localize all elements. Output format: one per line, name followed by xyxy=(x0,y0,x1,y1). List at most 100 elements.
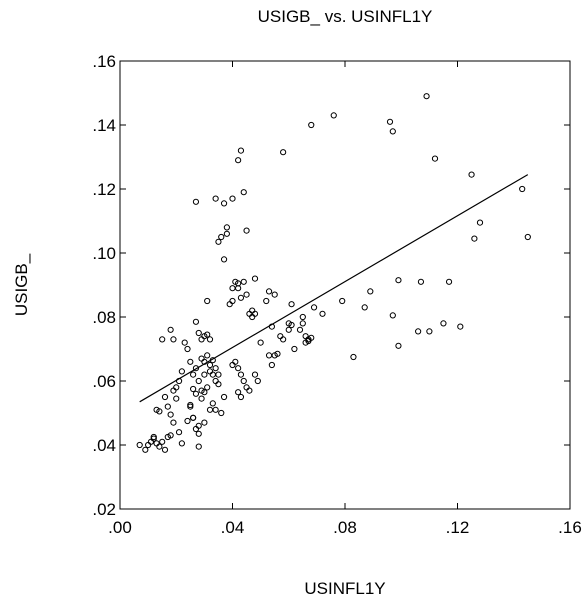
data-point xyxy=(167,326,174,333)
data-point xyxy=(173,395,180,402)
axis-ticks xyxy=(119,60,571,510)
data-point xyxy=(212,365,219,372)
data-point xyxy=(257,339,264,346)
data-point xyxy=(268,361,275,369)
y-tick-label: .04 xyxy=(92,436,116,455)
data-point xyxy=(237,147,245,154)
data-point xyxy=(243,291,250,298)
data-point xyxy=(204,384,211,391)
data-point xyxy=(296,326,304,333)
data-point xyxy=(431,155,439,162)
regression-line-layer xyxy=(139,174,529,403)
data-point xyxy=(178,440,185,447)
data-point xyxy=(192,425,200,433)
data-point xyxy=(271,291,278,298)
data-point xyxy=(232,358,239,365)
data-point xyxy=(153,440,160,447)
data-point xyxy=(291,345,298,353)
data-point xyxy=(220,256,228,263)
data-point xyxy=(240,278,247,285)
data-point xyxy=(195,377,202,385)
data-point xyxy=(229,285,236,292)
data-point xyxy=(288,301,295,308)
data-point xyxy=(350,353,357,361)
data-point xyxy=(265,288,273,295)
data-point xyxy=(192,365,200,372)
data-point xyxy=(215,371,222,378)
data-point xyxy=(417,278,425,285)
data-point xyxy=(156,408,163,415)
data-point xyxy=(159,336,166,343)
data-point xyxy=(440,320,447,327)
data-point xyxy=(192,198,200,205)
data-point xyxy=(204,297,211,305)
data-point xyxy=(195,329,202,337)
plot-frame xyxy=(119,60,571,510)
data-point xyxy=(243,384,250,391)
data-point xyxy=(190,385,197,393)
data-point xyxy=(367,288,374,295)
data-point xyxy=(229,361,236,369)
data-point xyxy=(147,438,155,445)
data-point xyxy=(201,371,208,378)
data-point xyxy=(265,352,273,359)
data-point xyxy=(246,310,253,317)
data-point xyxy=(251,310,259,317)
data-point xyxy=(175,377,183,385)
data-point xyxy=(204,331,211,338)
data-point xyxy=(201,419,208,426)
data-point xyxy=(361,304,368,311)
data-point xyxy=(237,371,245,378)
data-point xyxy=(204,352,211,359)
data-point xyxy=(170,387,177,394)
data-point xyxy=(159,438,166,445)
data-point xyxy=(280,336,287,343)
data-point xyxy=(240,189,247,196)
data-point xyxy=(190,414,197,421)
x-tick-label: .12 xyxy=(446,518,470,537)
data-point xyxy=(235,157,242,164)
data-point xyxy=(164,403,171,410)
data-point xyxy=(223,230,230,237)
x-tick-label: .04 xyxy=(221,518,245,537)
data-point xyxy=(181,339,188,346)
data-point xyxy=(280,149,287,156)
data-point xyxy=(229,297,236,305)
y-tick-label: .16 xyxy=(92,52,116,71)
data-point xyxy=(288,321,295,329)
data-point xyxy=(192,318,200,325)
data-point xyxy=(195,422,202,429)
data-point xyxy=(240,377,247,385)
data-point xyxy=(212,406,219,413)
data-point xyxy=(206,361,214,369)
data-point xyxy=(167,432,174,439)
axis-tick-labels: .00 .04 .08 .12 .16 .02 .04 .06 .08 .10 .12 .14 .16 xyxy=(92,52,581,537)
data-point xyxy=(173,384,180,391)
data-point xyxy=(145,441,152,449)
regression-line xyxy=(139,174,529,403)
data-point xyxy=(330,112,337,119)
data-point xyxy=(519,185,526,193)
data-point xyxy=(235,280,242,287)
data-point xyxy=(319,310,326,317)
data-point xyxy=(268,323,275,330)
data-point xyxy=(170,336,177,343)
data-point xyxy=(220,393,228,401)
data-point xyxy=(142,446,149,453)
data-point xyxy=(150,433,157,441)
data-point xyxy=(235,365,242,372)
data-point xyxy=(195,443,202,450)
data-point xyxy=(220,200,228,207)
data-point xyxy=(389,128,396,135)
data-point xyxy=(215,381,222,388)
y-tick-label: .14 xyxy=(92,116,116,135)
data-point xyxy=(178,368,185,375)
data-point xyxy=(310,304,318,311)
data-point xyxy=(274,350,281,357)
data-point xyxy=(308,334,315,341)
data-point xyxy=(192,390,200,397)
y-tick-label: .10 xyxy=(92,244,116,263)
data-point xyxy=(445,278,453,285)
y-tick-label: .02 xyxy=(92,500,116,519)
data-point xyxy=(524,233,531,241)
